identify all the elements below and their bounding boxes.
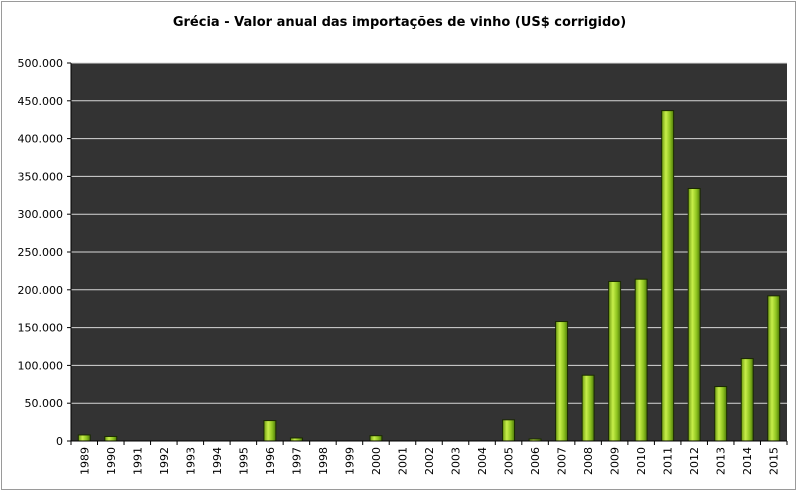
x-axis: 1989 1990 1991 1992 1993 1994 1995 1996 1997 1998… xyxy=(70,440,788,475)
x-tick-label: 2009 xyxy=(609,447,622,475)
x-tick-label: 2008 xyxy=(582,447,595,475)
y-tick-label: 450.000 xyxy=(18,95,64,108)
y-tick-label: 100.000 xyxy=(18,359,64,372)
bar xyxy=(263,420,277,442)
x-tick-label: 2001 xyxy=(396,447,409,475)
bar xyxy=(740,358,754,442)
chart-title: Grécia - Valor anual das importações de … xyxy=(172,15,627,30)
x-tick-label: 2014 xyxy=(741,447,754,475)
x-tick-label: 2005 xyxy=(503,447,516,475)
bar xyxy=(502,419,516,442)
bar xyxy=(767,295,781,442)
y-tick-label: 300.000 xyxy=(18,208,64,221)
x-tick-label: 2000 xyxy=(370,447,383,475)
y-tick-label: 150.000 xyxy=(18,322,64,335)
x-tick-label: 2004 xyxy=(476,447,489,475)
y-tick-label: 250.000 xyxy=(18,246,64,259)
bar xyxy=(369,435,383,442)
x-tick-label: 1998 xyxy=(317,447,330,475)
x-tick-label: 2006 xyxy=(529,447,542,475)
bar xyxy=(555,321,569,442)
y-tick-label: 500.000 xyxy=(18,57,64,70)
x-tick-label: 2007 xyxy=(556,447,569,475)
y-tick-label: 0 xyxy=(56,435,63,448)
y-axis: 0 50.000 100.000 150.000 200.000 250.000 300.0… xyxy=(18,57,72,448)
x-tick-label: 2002 xyxy=(423,447,436,475)
bar xyxy=(608,280,622,442)
y-tick-label: 200.000 xyxy=(18,284,64,297)
x-tick-label: 1992 xyxy=(158,447,171,475)
x-tick-label: 1993 xyxy=(184,447,197,475)
x-tick-label: 2003 xyxy=(450,447,463,475)
x-tick-label: 1996 xyxy=(264,447,277,475)
x-tick-label: 1995 xyxy=(237,447,250,475)
bar xyxy=(581,374,595,442)
x-tick-label: 1990 xyxy=(105,447,118,475)
bar xyxy=(661,110,675,442)
x-tick-label: 1991 xyxy=(131,447,144,475)
x-tick-label: 1994 xyxy=(211,447,224,475)
bar xyxy=(634,278,648,442)
y-tick-label: 50.000 xyxy=(25,397,64,410)
bar xyxy=(77,434,91,442)
x-tick-label: 2010 xyxy=(635,447,648,475)
bar xyxy=(104,435,118,442)
y-tick-label: 350.000 xyxy=(18,170,64,183)
x-tick-label: 2012 xyxy=(688,447,701,475)
x-tick-label: 2013 xyxy=(715,447,728,475)
x-tick-label: 1999 xyxy=(343,447,356,475)
x-tick-label: 1989 xyxy=(78,447,91,475)
bar xyxy=(687,187,701,442)
x-tick-label: 1997 xyxy=(290,447,303,475)
x-tick-label: 2011 xyxy=(662,447,675,475)
bar xyxy=(714,386,728,442)
y-tick-label: 400.000 xyxy=(18,133,64,146)
x-tick-label: 2015 xyxy=(768,447,781,475)
